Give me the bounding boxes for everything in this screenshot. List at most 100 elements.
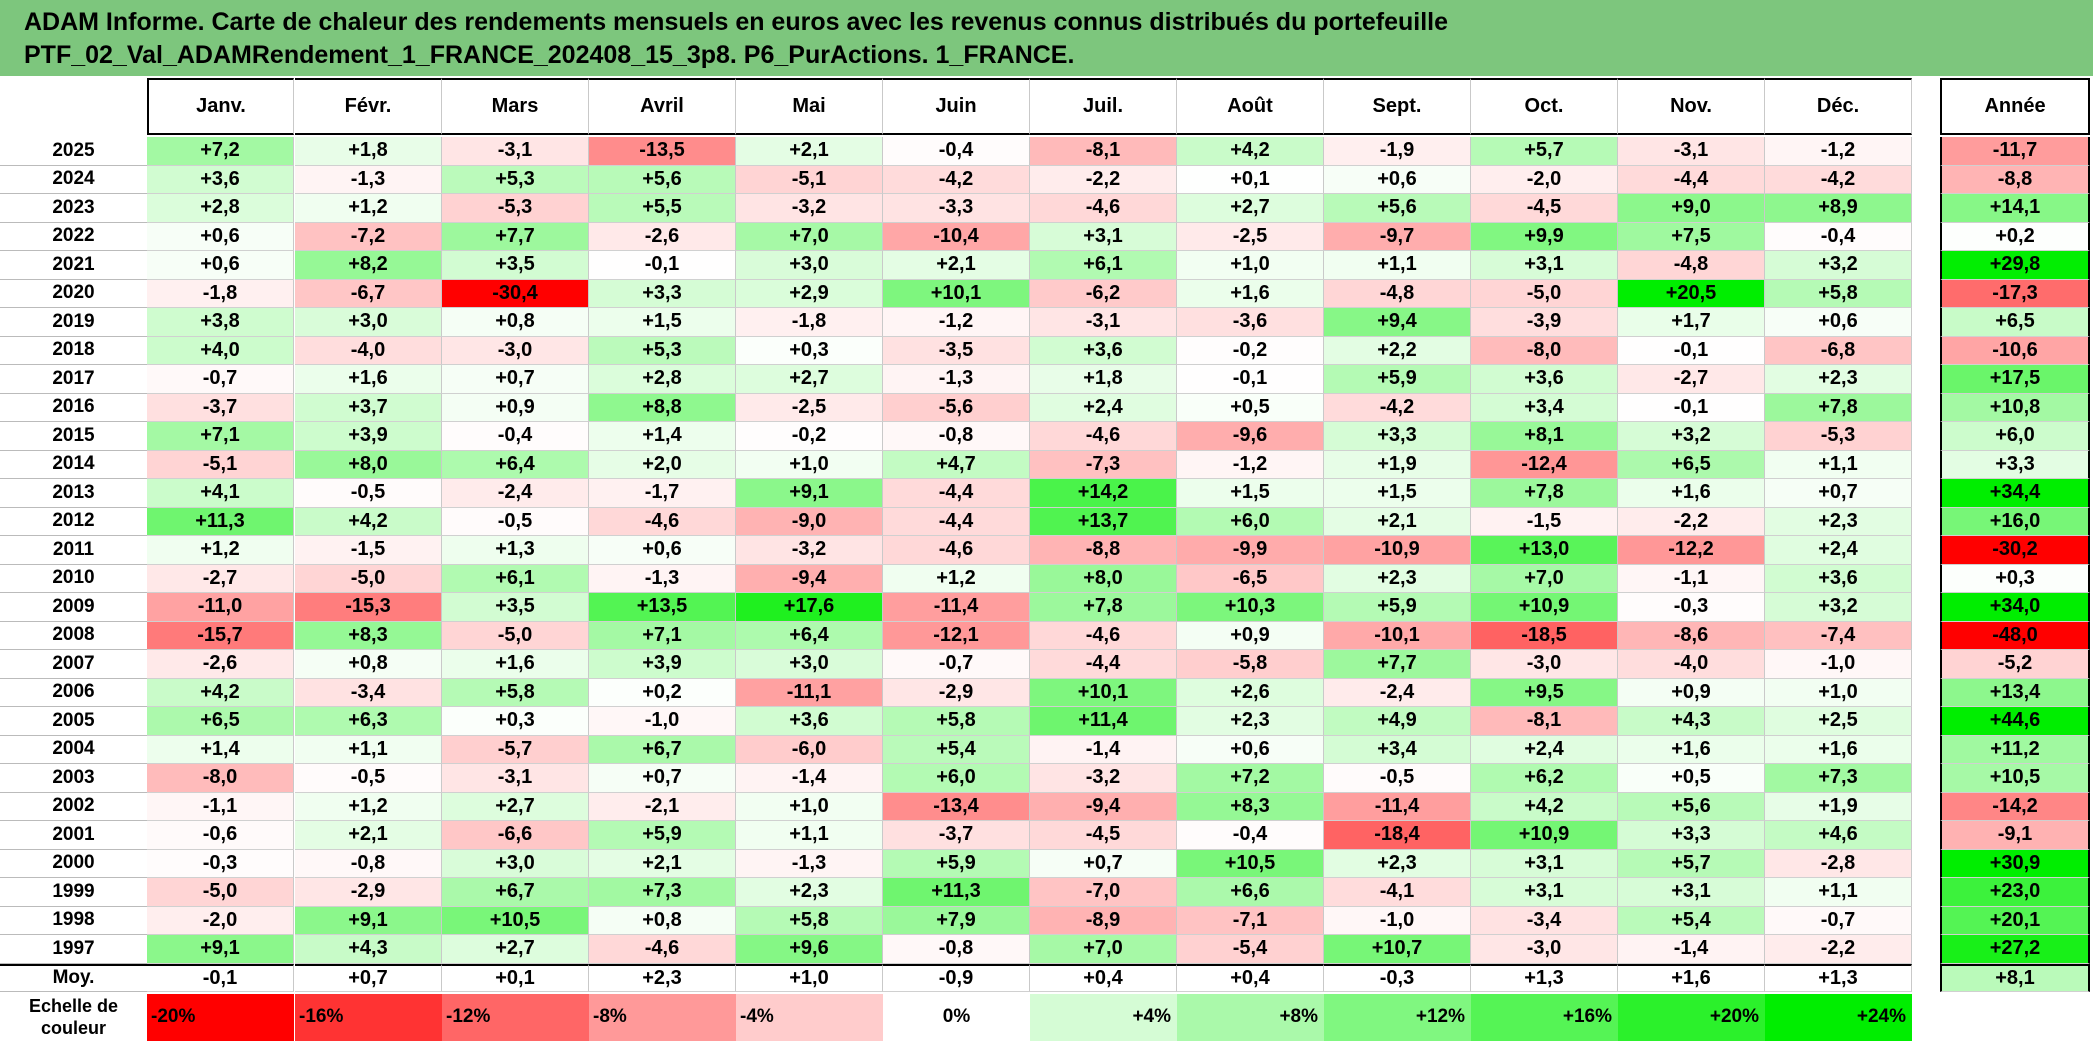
year-label: 2011 [0, 536, 147, 565]
heatmap-cell: +2,7 [442, 792, 589, 821]
heatmap-cell: +3,1 [1471, 251, 1618, 280]
title-line-1: ADAM Informe. Carte de chaleur des rende… [24, 8, 1449, 36]
heatmap-cell: +6,3 [295, 707, 442, 736]
heatmap-cell: -5,0 [147, 878, 294, 907]
heatmap-cell: +1,5 [1324, 479, 1471, 508]
heatmap-cell: +3,2 [1765, 251, 1912, 280]
annual-cell: +30,9 [1940, 849, 2090, 878]
heatmap-cell: -10,4 [883, 222, 1030, 251]
heatmap-cell: +6,5 [1618, 450, 1765, 479]
heatmap-cell: -30,4 [442, 279, 589, 308]
heatmap-cell: -0,1 [1618, 393, 1765, 422]
heatmap-cell: +0,6 [1177, 735, 1324, 764]
heatmap-cell: -5,1 [736, 165, 883, 194]
heatmap-cell: -3,3 [883, 194, 1030, 223]
year-label: 2002 [0, 793, 147, 821]
heatmap-cell: -3,2 [736, 194, 883, 223]
heatmap-cell: +7,0 [1471, 564, 1618, 593]
heatmap-cell: -1,0 [1765, 650, 1912, 679]
average-cell: +1,0 [736, 963, 883, 992]
average-cell: +1,3 [1471, 963, 1618, 992]
heatmap-cell: +5,4 [883, 735, 1030, 764]
heatmap-cell: -3,4 [1471, 906, 1618, 935]
heatmap-cell: -2,0 [147, 906, 294, 935]
year-label: 2012 [0, 508, 147, 536]
heatmap-cell: -5,0 [1471, 279, 1618, 308]
heatmap-cell: +2,8 [589, 365, 736, 394]
heatmap-cell: -0,5 [442, 507, 589, 536]
average-cell: +0,4 [1030, 963, 1177, 992]
heatmap-cell: -1,1 [147, 792, 294, 821]
color-scale-swatch: +16% [1471, 993, 1618, 1041]
heatmap-cell: +1,6 [1177, 279, 1324, 308]
heatmap-cell: +0,9 [442, 393, 589, 422]
heatmap-cell: +4,3 [1618, 707, 1765, 736]
year-label: 2009 [0, 593, 147, 622]
heatmap-cell: +4,2 [147, 678, 294, 707]
year-label: 2008 [0, 622, 147, 650]
heatmap-cell: +11,3 [883, 878, 1030, 907]
heatmap-cell: -1,0 [1324, 906, 1471, 935]
heatmap-cell: -3,6 [1177, 308, 1324, 337]
month-header: Janv. [147, 78, 294, 135]
title-line-2: PTF_02_Val_ADAMRendement_1_FRANCE_202408… [24, 41, 1075, 69]
heatmap-cell: -2,4 [442, 479, 589, 508]
annual-cell: +10,5 [1940, 764, 2090, 793]
heatmap-cell: -5,3 [442, 194, 589, 223]
heatmap-cell: -0,7 [147, 365, 294, 394]
heatmap-cell: +13,7 [1030, 507, 1177, 536]
heatmap-cell: +2,7 [736, 365, 883, 394]
year-label: 2022 [0, 223, 147, 251]
heatmap-cell: +1,1 [1324, 251, 1471, 280]
heatmap-cell: +0,8 [295, 650, 442, 679]
heatmap-cell: -4,5 [1030, 821, 1177, 850]
year-label: 2016 [0, 394, 147, 422]
heatmap-cell: +6,7 [442, 878, 589, 907]
heatmap-cell: -5,0 [295, 564, 442, 593]
heatmap-cell: +2,5 [1765, 707, 1912, 736]
year-label: 2010 [0, 565, 147, 593]
color-scale-swatch: -16% [295, 993, 442, 1041]
heatmap-cell: +4,9 [1324, 707, 1471, 736]
heatmap-cell: +3,1 [1471, 849, 1618, 878]
annual-cell: +29,8 [1940, 251, 2090, 280]
heatmap-cell: +10,9 [1471, 821, 1618, 850]
heatmap-cell: +2,8 [147, 194, 294, 223]
heatmap-cell: +8,1 [1471, 422, 1618, 451]
heatmap-cell: +2,7 [442, 935, 589, 964]
heatmap-cell: +2,0 [589, 450, 736, 479]
heatmap-cell: +3,0 [295, 308, 442, 337]
heatmap-cell: +2,4 [1030, 393, 1177, 422]
year-label: 2015 [0, 422, 147, 451]
heatmap-cell: +6,1 [442, 564, 589, 593]
heatmap-cell: -3,0 [1471, 935, 1618, 964]
annual-cell: +34,4 [1940, 479, 2090, 508]
month-header: Juin [883, 78, 1030, 135]
heatmap-cell: -1,0 [589, 707, 736, 736]
color-scale-label: Echelle de couleur [0, 994, 147, 1042]
heatmap-cell: -0,4 [1177, 821, 1324, 850]
annual-cell: +13,4 [1940, 678, 2090, 707]
heatmap-cell: -0,2 [736, 422, 883, 451]
heatmap-cell: -9,4 [736, 564, 883, 593]
heatmap-cell: -2,4 [1324, 678, 1471, 707]
heatmap-cell: +0,7 [1030, 849, 1177, 878]
heatmap-cell: -0,7 [1765, 906, 1912, 935]
heatmap-cell: -7,1 [1177, 906, 1324, 935]
heatmap-cell: +1,6 [1618, 479, 1765, 508]
heatmap-cell: -3,0 [442, 336, 589, 365]
heatmap-cell: -1,8 [736, 308, 883, 337]
heatmap-cell: +9,5 [1471, 678, 1618, 707]
heatmap-cell: +1,0 [1765, 678, 1912, 707]
heatmap-cell: -6,5 [1177, 564, 1324, 593]
heatmap-cell: -3,2 [1030, 764, 1177, 793]
heatmap-cell: +1,0 [736, 792, 883, 821]
heatmap-cell: -3,7 [147, 393, 294, 422]
annual-cell: +3,3 [1940, 450, 2090, 479]
heatmap-cell: +3,2 [1765, 593, 1912, 622]
heatmap-cell: +7,0 [1030, 935, 1177, 964]
average-cell: +1,3 [1765, 963, 1912, 992]
heatmap-cell: +3,4 [1471, 393, 1618, 422]
heatmap-cell: +2,3 [1177, 707, 1324, 736]
color-scale-swatch: +12% [1324, 993, 1471, 1041]
